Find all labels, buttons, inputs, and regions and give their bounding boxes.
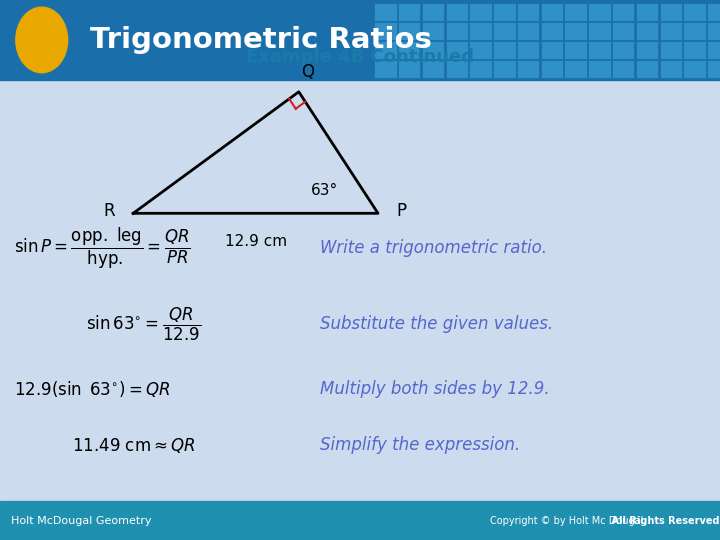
Text: Trigonometric Ratios: Trigonometric Ratios [90, 26, 432, 54]
Bar [446, 60, 468, 78]
Bar [636, 3, 658, 21]
Bar [469, 41, 492, 59]
Bar [398, 60, 420, 78]
Bar [446, 41, 468, 59]
Bar [683, 3, 706, 21]
Bar [636, 41, 658, 59]
Bar [564, 22, 587, 40]
Text: Write a trigonometric ratio.: Write a trigonometric ratio. [320, 239, 547, 258]
Text: 12.9 cm: 12.9 cm [225, 234, 287, 249]
Bar [612, 22, 634, 40]
Bar [398, 41, 420, 59]
Bar [0, 501, 720, 540]
Bar [660, 3, 682, 21]
Bar [541, 3, 563, 21]
Bar [683, 60, 706, 78]
Bar [398, 22, 420, 40]
Bar [636, 22, 658, 40]
Bar [683, 41, 706, 59]
Bar [469, 3, 492, 21]
Bar [707, 60, 720, 78]
Bar [612, 41, 634, 59]
Bar [707, 22, 720, 40]
Bar [612, 3, 634, 21]
Text: 63°: 63° [310, 183, 338, 198]
Bar [422, 3, 444, 21]
Bar [564, 60, 587, 78]
Text: $\sin P = \dfrac{\mathrm{opp.\ leg}}{\mathrm{hyp.}} = \dfrac{QR}{PR}$: $\sin P = \dfrac{\mathrm{opp.\ leg}}{\ma… [14, 226, 191, 271]
Bar [660, 41, 682, 59]
Bar [374, 3, 397, 21]
Bar [660, 22, 682, 40]
Bar [493, 60, 516, 78]
Bar [374, 22, 397, 40]
Text: Q: Q [301, 63, 314, 81]
Bar [469, 22, 492, 40]
Bar [493, 22, 516, 40]
Text: Example 4B Continued: Example 4B Continued [246, 48, 474, 66]
Bar [588, 3, 611, 21]
Bar [707, 41, 720, 59]
Bar [446, 3, 468, 21]
Bar [422, 60, 444, 78]
Bar [493, 41, 516, 59]
Text: Holt McDougal Geometry: Holt McDougal Geometry [11, 516, 151, 525]
Bar [398, 3, 420, 21]
Bar [588, 60, 611, 78]
Text: $\sin 63^{\circ} = \dfrac{QR}{12.9}$: $\sin 63^{\circ} = \dfrac{QR}{12.9}$ [86, 306, 202, 342]
Bar [422, 22, 444, 40]
Bar [541, 41, 563, 59]
Text: Substitute the given values.: Substitute the given values. [320, 315, 554, 333]
Bar [517, 60, 539, 78]
Bar [469, 60, 492, 78]
Bar [541, 22, 563, 40]
Text: R: R [104, 201, 115, 220]
Bar [517, 3, 539, 21]
Text: Multiply both sides by 12.9.: Multiply both sides by 12.9. [320, 380, 550, 398]
Bar [588, 22, 611, 40]
Text: Copyright © by Holt Mc Dougal.: Copyright © by Holt Mc Dougal. [490, 516, 646, 525]
Bar [636, 60, 658, 78]
Bar [564, 3, 587, 21]
Text: All Rights Reserved.: All Rights Reserved. [490, 516, 720, 525]
Bar [683, 22, 706, 40]
Bar [660, 60, 682, 78]
Text: Simplify the expression.: Simplify the expression. [320, 436, 521, 455]
Text: P: P [396, 201, 406, 220]
Bar [517, 41, 539, 59]
Bar [374, 41, 397, 59]
Text: $12.9(\sin\ 63^{\circ}) = QR$: $12.9(\sin\ 63^{\circ}) = QR$ [14, 379, 171, 399]
Bar [446, 22, 468, 40]
Bar [612, 60, 634, 78]
Bar [517, 22, 539, 40]
Bar [493, 3, 516, 21]
Bar [0, 0, 720, 80]
Ellipse shape [16, 7, 68, 73]
Bar [564, 41, 587, 59]
Bar [541, 60, 563, 78]
Bar [707, 3, 720, 21]
Bar [422, 41, 444, 59]
Bar [374, 60, 397, 78]
Text: $11.49\ \mathrm{cm} \approx QR$: $11.49\ \mathrm{cm} \approx QR$ [72, 436, 196, 455]
Bar [588, 41, 611, 59]
